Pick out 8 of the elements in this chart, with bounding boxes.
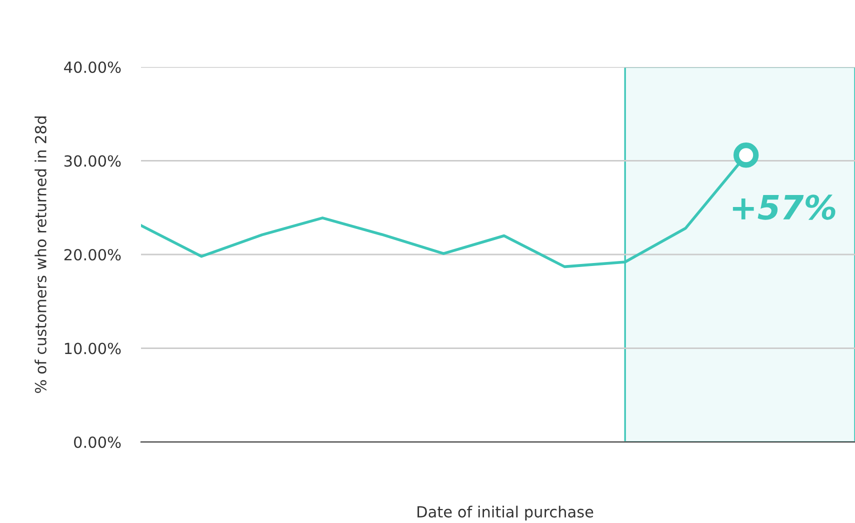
annotation: +57% [732,194,836,220]
y-tick-label: 10.00% [64,342,121,354]
y-tick-label: 0.00% [74,436,121,448]
y-tick-label: 20.00% [64,248,121,261]
y-tick-label: 40.00% [64,61,121,74]
x-axis-title: Date of initial purchase [418,506,594,521]
y-axis-title: % of customers who returned in 28d [34,116,46,393]
y-tick-label: 30.00% [64,155,121,167]
